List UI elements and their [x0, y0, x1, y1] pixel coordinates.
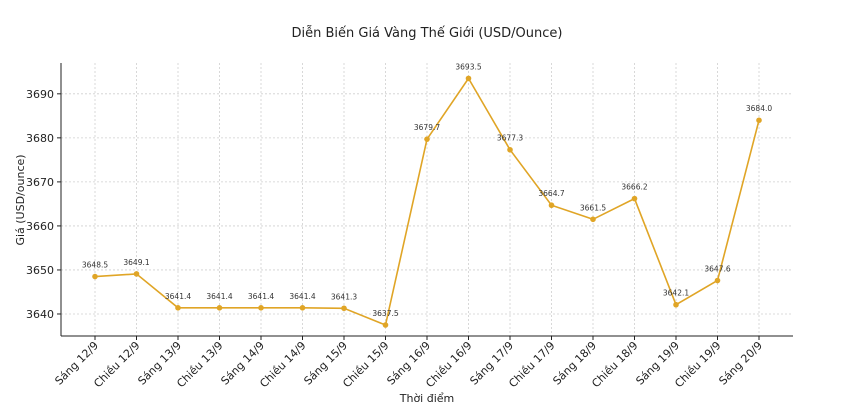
data-label-15: 3647.6 — [704, 265, 730, 274]
data-point-8 — [424, 136, 430, 142]
chart-title: Diễn Biến Giá Vàng Thế Giới (USD/Ounce) — [291, 26, 562, 41]
data-labels: 3648.5 3649.1 3641.4 3641.4 3641.4 3641.4 3641… — [82, 62, 772, 318]
data-point-3 — [216, 305, 223, 311]
data-label-1: 3649.1 — [123, 258, 149, 267]
data-point-15 — [714, 277, 721, 284]
y-tick-label-3: 3670 — [26, 176, 54, 189]
data-point-4 — [258, 305, 264, 311]
y-tick-label-1: 3650 — [26, 264, 54, 277]
data-point-7 — [382, 322, 389, 328]
y-tick-label-2: 3660 — [26, 220, 54, 233]
data-point-5 — [299, 305, 306, 311]
data-label-12: 3661.5 — [580, 203, 606, 212]
data-label-4: 3641.4 — [248, 292, 274, 301]
y-tick-label-0: 3640 — [26, 308, 54, 321]
data-point-2 — [175, 305, 181, 311]
x-tick-label-16: Sáng 20/9 — [716, 339, 765, 388]
data-label-2: 3641.4 — [165, 292, 191, 301]
data-label-8: 3679.7 — [414, 123, 440, 132]
data-label-16: 3684.0 — [746, 104, 772, 113]
x-axis-label: Thời điểm — [399, 392, 455, 405]
y-tick-label-5: 3690 — [26, 88, 54, 101]
data-label-3: 3641.4 — [206, 292, 232, 301]
data-point-14 — [673, 301, 679, 308]
data-point-9 — [465, 75, 472, 82]
y-axis-label: Giá (USD/ounce) — [14, 154, 27, 245]
data-label-7: 3637.5 — [372, 309, 398, 318]
data-points — [92, 75, 762, 328]
data-label-11: 3664.7 — [538, 189, 564, 198]
data-label-10: 3677.3 — [497, 134, 523, 143]
data-label-0: 3648.5 — [82, 261, 108, 270]
data-label-9: 3693.5 — [455, 62, 481, 71]
data-point-11 — [548, 202, 555, 209]
data-label-5: 3641.4 — [289, 292, 315, 301]
data-point-12 — [590, 216, 596, 223]
data-point-16 — [756, 117, 762, 124]
data-point-1 — [133, 271, 140, 277]
data-point-6 — [341, 305, 347, 312]
data-point-10 — [507, 146, 513, 153]
data-point-0 — [92, 273, 98, 280]
data-label-6: 3641.3 — [331, 292, 357, 301]
data-label-14: 3642.1 — [663, 289, 689, 298]
data-point-13 — [631, 195, 638, 202]
data-label-13: 3666.2 — [621, 183, 647, 192]
y-tick-label-4: 3680 — [26, 132, 54, 145]
y-tick-labels: 3640 3650 3660 3670 3680 3690 — [26, 88, 61, 321]
